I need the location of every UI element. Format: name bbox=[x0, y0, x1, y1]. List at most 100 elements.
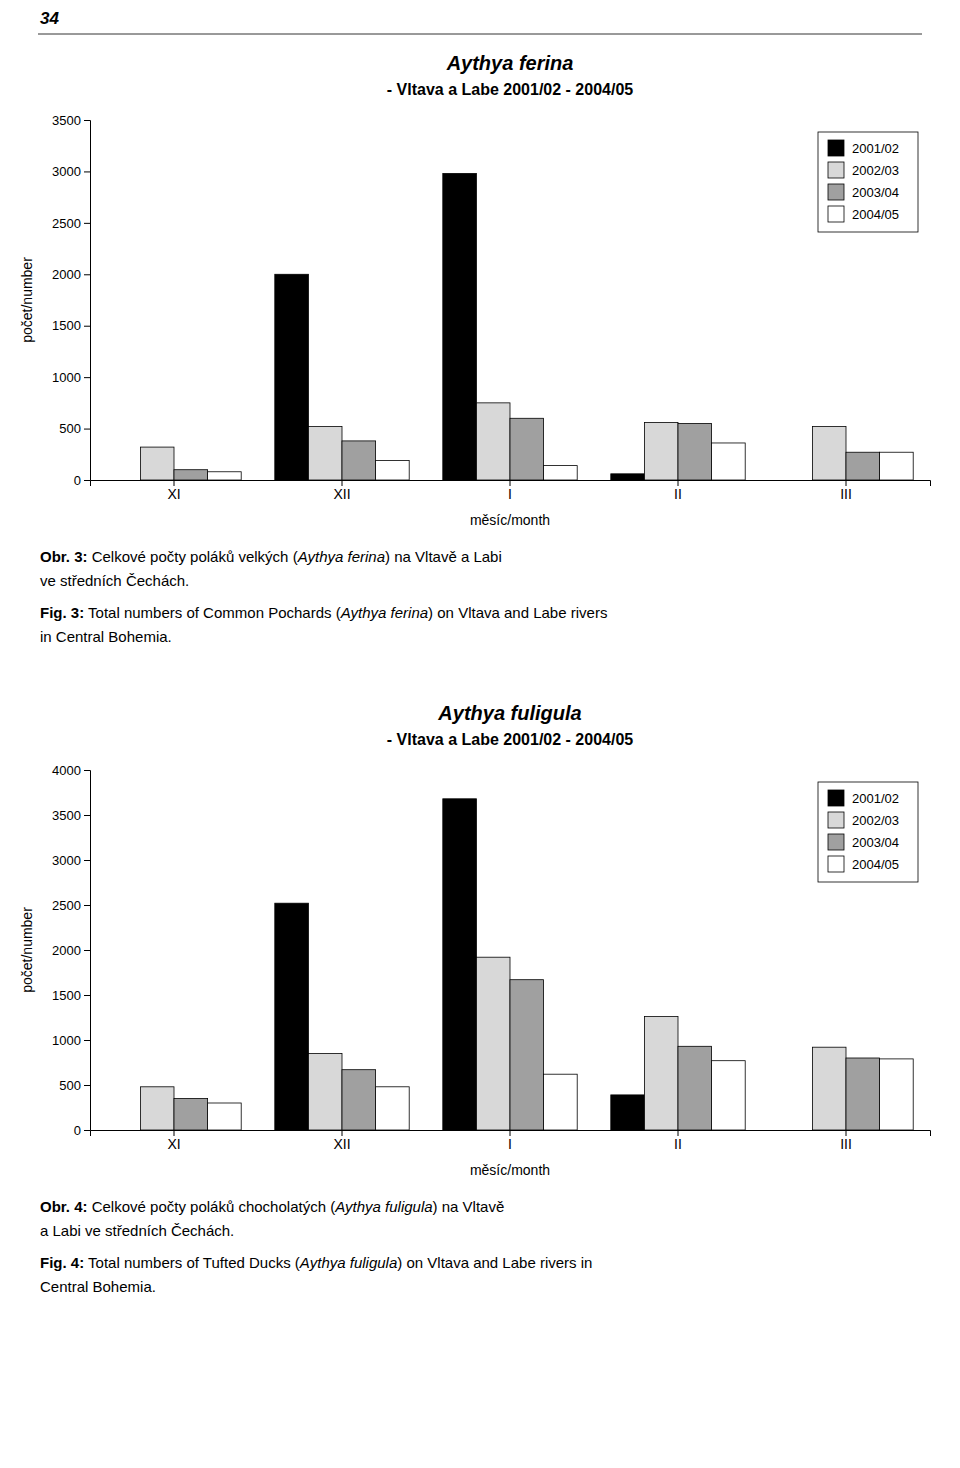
bar bbox=[476, 957, 510, 1130]
separator bbox=[38, 34, 922, 35]
tick-label: 3000 bbox=[52, 164, 81, 179]
bar bbox=[544, 466, 578, 480]
legend-item: 2004/05 bbox=[828, 206, 899, 222]
tick-label: 1000 bbox=[52, 1033, 81, 1048]
bar bbox=[376, 460, 410, 480]
tick-label: 2500 bbox=[52, 216, 81, 231]
bar bbox=[712, 443, 746, 480]
legend-item: 2002/03 bbox=[828, 162, 899, 178]
tick-label: 1000 bbox=[52, 370, 81, 385]
bar bbox=[611, 474, 645, 480]
tick-label: 3000 bbox=[52, 853, 81, 868]
legend: 2001/022002/032003/042004/05 bbox=[818, 132, 918, 232]
bar bbox=[342, 1070, 376, 1130]
caption: Central Bohemia. bbox=[40, 1278, 156, 1295]
tick-label: 2000 bbox=[52, 943, 81, 958]
tick-mark bbox=[84, 905, 90, 906]
legend-swatch bbox=[828, 834, 844, 850]
bar bbox=[476, 403, 510, 480]
tick: 2500 bbox=[52, 898, 90, 913]
bar bbox=[544, 1074, 578, 1130]
bar bbox=[342, 441, 376, 480]
bar bbox=[443, 799, 477, 1130]
tick-mark bbox=[84, 770, 90, 771]
series bbox=[174, 418, 880, 480]
x-axis-label: měsíc/month bbox=[470, 512, 550, 528]
bar bbox=[880, 452, 914, 480]
bar bbox=[107, 480, 141, 481]
tick-label: XI bbox=[167, 1136, 180, 1152]
bars bbox=[140, 799, 913, 1130]
caption: Fig. 4: Total numbers of Tufted Ducks (A… bbox=[40, 1254, 592, 1271]
tick: 3500 bbox=[52, 113, 90, 128]
tick-mark bbox=[84, 120, 90, 121]
y-axis-label: počet/number bbox=[19, 907, 35, 993]
legend-swatch bbox=[828, 140, 844, 156]
caption: in Central Bohemia. bbox=[40, 628, 172, 645]
tick-mark bbox=[84, 1040, 90, 1041]
legend-label: 2004/05 bbox=[852, 857, 899, 872]
legend-item: 2001/02 bbox=[828, 790, 899, 806]
legend-item: 2003/04 bbox=[828, 834, 899, 850]
bar bbox=[308, 427, 342, 480]
tick-label: 2000 bbox=[52, 267, 81, 282]
tick: 3500 bbox=[52, 808, 90, 823]
tick: 1500 bbox=[52, 988, 90, 1003]
bar bbox=[376, 1087, 410, 1130]
tick: 2000 bbox=[52, 943, 90, 958]
tick: XII bbox=[333, 480, 350, 502]
tick: 500 bbox=[59, 421, 90, 436]
tick-mark bbox=[84, 429, 90, 430]
caption: Obr. 4: Celkové počty poláků chocholatýc… bbox=[40, 1198, 504, 1215]
tick-mark bbox=[84, 815, 90, 816]
subtitle: - Vltava a Labe 2001/02 - 2004/05 bbox=[387, 81, 633, 98]
x-axis: XIXIIIIIIII bbox=[91, 1130, 931, 1152]
legend-swatch bbox=[828, 206, 844, 222]
x-axis: XIXIIIIIIII bbox=[91, 480, 931, 502]
tick-label: 1500 bbox=[52, 988, 81, 1003]
tick: 4000 bbox=[52, 763, 90, 778]
tick: II bbox=[674, 480, 682, 502]
bar bbox=[812, 1047, 846, 1130]
bar bbox=[107, 1130, 141, 1131]
page: 34Aythya ferina- Vltava a Labe 2001/02 -… bbox=[0, 0, 960, 1468]
chart: Aythya ferina - Vltava a Labe 2001/02 - 2… bbox=[19, 52, 931, 645]
tick: XII bbox=[333, 1130, 350, 1152]
tick-label: 500 bbox=[59, 421, 81, 436]
tick-label: 2500 bbox=[52, 898, 81, 913]
tick: I bbox=[508, 480, 512, 502]
legend-box bbox=[818, 132, 918, 232]
caption: a Labi ve středních Čechách. bbox=[40, 1222, 234, 1239]
legend-label: 2003/04 bbox=[852, 185, 899, 200]
title: Aythya ferina bbox=[446, 52, 574, 74]
tick-mark bbox=[84, 1085, 90, 1086]
legend-swatch bbox=[828, 184, 844, 200]
tick-label: 3500 bbox=[52, 113, 81, 128]
bar bbox=[443, 173, 477, 480]
y-axis: 05001000150020002500300035004000 bbox=[52, 763, 90, 1138]
legend-item: 2003/04 bbox=[828, 184, 899, 200]
legend-label: 2001/02 bbox=[852, 791, 899, 806]
tick: 2000 bbox=[52, 267, 90, 282]
series bbox=[208, 443, 914, 480]
tick-label: III bbox=[840, 1136, 852, 1152]
tick: III bbox=[840, 1130, 852, 1152]
tick-label: 500 bbox=[59, 1078, 81, 1093]
subtitle: - Vltava a Labe 2001/02 - 2004/05 bbox=[387, 731, 633, 748]
series bbox=[208, 1059, 914, 1130]
legend-label: 2002/03 bbox=[852, 813, 899, 828]
tick-label: XII bbox=[333, 486, 350, 502]
tick-mark bbox=[84, 1130, 90, 1131]
bar bbox=[846, 1058, 880, 1130]
tick: 2500 bbox=[52, 216, 90, 231]
bar bbox=[812, 427, 846, 480]
tick-mark bbox=[84, 860, 90, 861]
bar bbox=[140, 447, 174, 480]
tick-label: 3500 bbox=[52, 808, 81, 823]
bar bbox=[208, 1103, 242, 1130]
tick-label: III bbox=[840, 486, 852, 502]
tick-label: II bbox=[674, 486, 682, 502]
series bbox=[174, 980, 880, 1130]
bar bbox=[308, 1054, 342, 1131]
bar bbox=[712, 1061, 746, 1130]
